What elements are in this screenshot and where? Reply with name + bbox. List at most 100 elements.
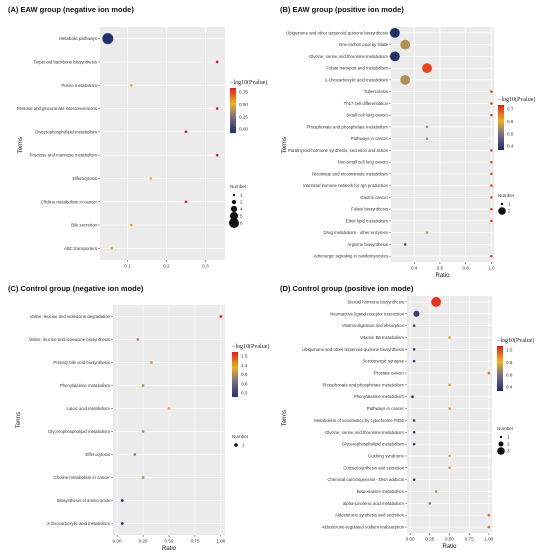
data-point — [448, 383, 451, 387]
x-axis-label: Ratio — [162, 546, 177, 552]
colorbar-tick-label: 0.6 — [506, 372, 513, 377]
term-label: Non-small cell lung cancer — [338, 160, 389, 165]
data-point — [184, 130, 188, 134]
data-point — [400, 39, 411, 50]
data-point — [487, 371, 491, 375]
size-legend-dot — [500, 202, 504, 206]
data-point — [490, 207, 493, 211]
term-label: Folate transport and metabolism — [326, 66, 388, 71]
data-point — [120, 522, 124, 525]
term-label: Serotonergic synapse — [362, 359, 404, 364]
x-tick-label: 0.75 — [465, 537, 474, 542]
data-point — [215, 107, 219, 110]
data-point — [490, 160, 493, 164]
data-point — [167, 407, 171, 410]
x-tick-label: 0.4 — [411, 266, 418, 271]
term-label: 2-Oxocarboxylic acid metabolism — [47, 521, 110, 526]
term-label: Efferocytosis — [85, 452, 110, 457]
x-tick-label: 1.00 — [484, 537, 493, 542]
data-point — [422, 63, 432, 74]
plot-background — [391, 27, 494, 262]
term-label: Adrenergic signaling in cardiomyocytes — [313, 254, 388, 259]
x-tick-label: 0.6 — [437, 266, 444, 271]
term-label: Glycerophospholipid metabolism — [35, 129, 98, 134]
x-tick-label: 0.1 — [124, 264, 131, 269]
y-axis-label: Terms — [16, 412, 22, 428]
data-point — [110, 247, 114, 250]
x-axis-label: Ratio — [442, 544, 457, 550]
term-label: beta-Alanine metabolism — [357, 489, 405, 494]
size-legend-dot — [498, 207, 506, 215]
data-point — [102, 33, 114, 45]
term-label: Glycerophospholipid metabolism — [48, 429, 111, 434]
colorbar-tick-label: 0.9 — [241, 372, 248, 377]
x-tick-label: 1.00 — [216, 539, 225, 544]
x-tick-label: 0.00 — [406, 537, 415, 542]
term-label: Glycine, serine and threonine metabolism — [325, 430, 404, 435]
data-point — [490, 149, 493, 152]
colorbar-tick-label: 1.0 — [506, 348, 513, 353]
term-label: Valine, leucine and isoleucine degradati… — [30, 314, 111, 319]
term-label: Steroid hormone biosynthesis — [347, 299, 404, 304]
term-label: Intestinal immune network for IgA produc… — [303, 183, 388, 188]
colorbar-title: −log10(Pvalue) — [230, 79, 267, 86]
data-point — [149, 361, 153, 364]
panel-title: (A) EAW group (negative ion mode) — [8, 5, 134, 14]
term-label: Pathways in cancer — [351, 136, 389, 141]
size-legend-label: 1 — [508, 202, 511, 207]
colorbar-tick-label: 1.5 — [241, 354, 248, 359]
colorbar — [497, 346, 503, 391]
data-point — [413, 310, 420, 317]
colorbar-title: −log10(Pvalue) — [232, 343, 269, 350]
data-point — [448, 407, 451, 410]
data-point — [490, 254, 493, 258]
y-axis-label: Terms — [18, 137, 24, 153]
data-point — [141, 384, 145, 387]
size-legend-dot — [498, 441, 504, 447]
colorbar-tick-label: 0.4 — [507, 144, 514, 149]
size-legend-dot — [229, 218, 239, 228]
data-point — [389, 51, 400, 62]
term-label: Vitamin B6 metabolism — [360, 335, 404, 340]
colorbar-tick-label: 0.4 — [506, 385, 513, 390]
data-point — [136, 338, 140, 341]
data-point — [412, 442, 416, 446]
term-label: Valine, leucine and isoleucine biosynthe… — [29, 337, 110, 342]
data-point — [490, 113, 493, 117]
data-point — [120, 499, 124, 502]
term-label: Drug metabolism - other enzymes — [324, 230, 388, 235]
data-point — [412, 359, 416, 363]
size-legend-dot — [234, 443, 238, 447]
term-label: Aldosterone synthesis and secretion — [335, 513, 405, 518]
data-point — [129, 223, 133, 227]
term-label: Nicotinate and nicotinamide metabolism — [312, 171, 388, 176]
size-legend-dot — [231, 199, 237, 205]
data-point — [425, 125, 429, 129]
term-label: Bile secretion — [71, 223, 97, 228]
data-point — [448, 454, 451, 458]
panel-B: (B) EAW group (positive ion mode) 0.4 0.6 0… — [280, 5, 535, 279]
colorbar-tick-label: 0.6 — [241, 381, 248, 386]
term-label: Terpenoid backbone biosynthesis — [33, 59, 97, 64]
data-point — [184, 200, 188, 204]
data-point — [490, 196, 493, 199]
term-label: Purine metabolism — [61, 83, 97, 88]
data-point — [490, 102, 493, 105]
term-label: Cortisol synthesis and secretion — [343, 465, 404, 470]
data-point — [490, 90, 493, 93]
data-point — [219, 315, 223, 318]
colorbar-tick-label: 0.8 — [506, 360, 513, 365]
x-axis-label: Ratio — [435, 273, 450, 279]
y-axis-label: Terms — [282, 410, 288, 426]
panel-title: (D) Control group (positive ion mode) — [280, 284, 414, 293]
data-point — [490, 219, 493, 223]
panel-D: (D) Control group (positive ion mode) 0.0… — [280, 284, 534, 550]
size-legend-label: 2 — [240, 200, 243, 205]
colorbar-title: −log10(Pvalue) — [498, 96, 535, 103]
data-point — [141, 430, 145, 433]
size-legend-dot — [497, 447, 505, 455]
term-label: Choline metabolism in cancer — [54, 475, 111, 480]
colorbar-tick-label: 0.00 — [239, 127, 248, 132]
term-label: Cushing syndrome — [368, 453, 404, 458]
colorbar-tick-label: 0.50 — [239, 102, 248, 107]
